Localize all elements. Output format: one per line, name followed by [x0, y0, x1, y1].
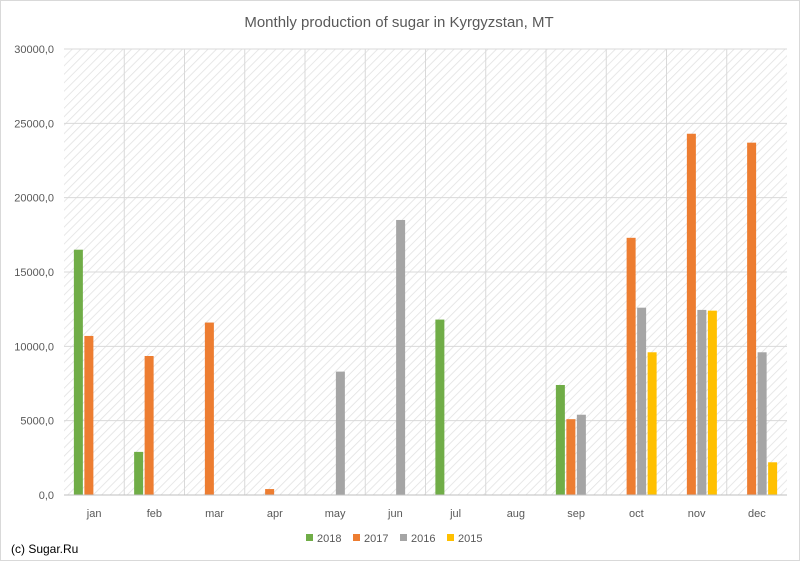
bar-2017-apr: [265, 489, 275, 495]
x-tick-label: jun: [387, 508, 403, 520]
bar-2018-jul: [435, 319, 445, 495]
bar-2018-jan: [73, 249, 83, 495]
x-tick-label: feb: [147, 508, 162, 520]
x-axis-ticks: jan feb mar apr may jun jul aug sep oct nov dec: [86, 508, 766, 520]
x-tick-label: sep: [567, 508, 585, 520]
bar-2016-sep: [576, 414, 586, 495]
bar-2016-dec: [757, 352, 767, 495]
bar-2017-oct: [626, 237, 636, 495]
bar-2018-sep: [555, 384, 565, 495]
x-tick-label: dec: [748, 508, 766, 520]
legend-label-2018: 2018: [317, 533, 341, 545]
bar-2016-oct: [637, 307, 647, 495]
bar-2017-jan: [84, 335, 94, 495]
source-note: (c) Sugar.Ru: [11, 542, 78, 556]
bar-2017-sep: [566, 419, 576, 495]
y-tick-label: 5000,0: [20, 416, 54, 428]
x-tick-label: aug: [507, 508, 525, 520]
x-tick-label: oct: [629, 508, 644, 520]
bar-2016-jun: [396, 219, 406, 495]
chart-title: Monthly production of sugar in Kyrgyzsta…: [244, 14, 553, 31]
bar-2018-feb: [134, 451, 144, 495]
y-tick-label: 30000,0: [14, 44, 54, 56]
bars: [73, 133, 778, 496]
bar-2017-dec: [747, 142, 757, 495]
bar-2017-feb: [144, 355, 154, 495]
x-tick-label: nov: [688, 508, 706, 520]
x-tick-label: jul: [449, 508, 461, 520]
y-tick-label: 10000,0: [14, 341, 54, 353]
y-tick-label: 25000,0: [14, 118, 54, 130]
bar-2016-nov: [697, 309, 707, 495]
bar-2016-may: [335, 371, 345, 495]
legend-label-2017: 2017: [364, 533, 388, 545]
x-tick-label: mar: [205, 508, 224, 520]
bar-2017-nov: [686, 133, 696, 496]
y-tick-label: 20000,0: [14, 193, 54, 205]
x-tick-label: jan: [86, 508, 102, 520]
bar-2017-mar: [204, 322, 214, 495]
gridlines: [64, 48, 787, 495]
legend-label-2016: 2016: [411, 533, 435, 545]
bar-2015-oct: [647, 352, 657, 495]
y-tick-label: 0,0: [39, 490, 54, 502]
legend: 2018 2017 2016 2015: [306, 533, 482, 545]
legend-label-2015: 2015: [458, 533, 482, 545]
bar-2015-nov: [707, 310, 717, 495]
x-tick-label: may: [325, 508, 346, 520]
y-tick-label: 15000,0: [14, 267, 54, 279]
legend-swatch-2018: [306, 534, 313, 541]
legend-swatch-2015: [447, 534, 454, 541]
legend-swatch-2017: [353, 534, 360, 541]
y-axis-ticks: 0,0 5000,0 10000,0 15000,0 20000,0 25000,0 300…: [14, 44, 54, 502]
bar-2015-dec: [768, 462, 778, 495]
legend-swatch-2016: [400, 534, 407, 541]
x-tick-label: apr: [267, 508, 283, 520]
